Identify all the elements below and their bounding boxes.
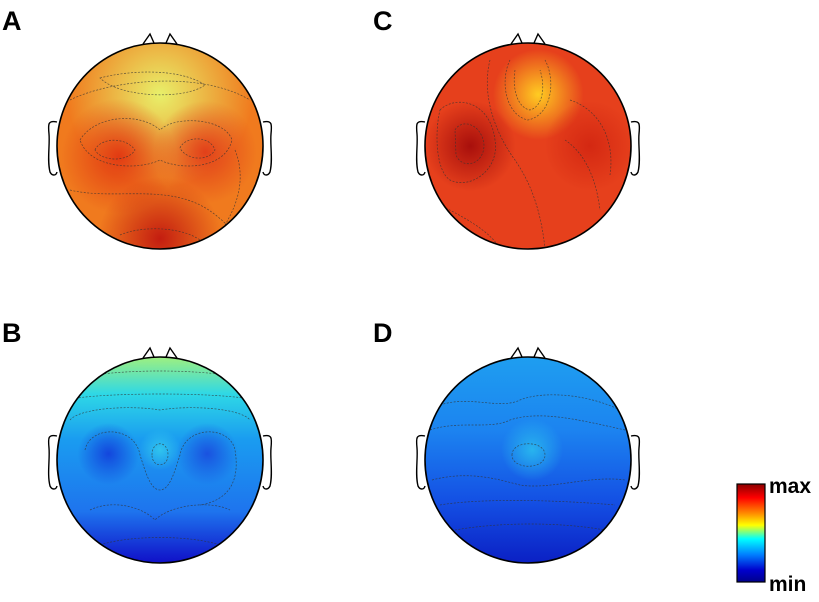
ear-left-icon (415, 434, 426, 490)
colorbar (736, 483, 766, 583)
panel-label-b: B (2, 318, 22, 348)
ear-right-icon (262, 434, 273, 490)
nose-icon (142, 346, 178, 359)
nose-icon (142, 32, 178, 45)
ear-left-icon (47, 434, 58, 490)
ear-left-icon (47, 120, 58, 176)
topomap-d (415, 346, 641, 564)
ear-left-icon (415, 120, 426, 176)
ear-right-icon (630, 120, 641, 176)
panel-label-a: A (2, 6, 22, 36)
nose-icon (510, 32, 546, 45)
ear-right-icon (262, 120, 273, 176)
colorbar-max-label: max (769, 475, 812, 498)
topomap-b (47, 346, 273, 564)
nose-icon (510, 346, 546, 359)
topomap-a (47, 32, 273, 250)
topomap-c (415, 32, 641, 250)
ear-right-icon (630, 434, 641, 490)
panel-label-c: C (373, 6, 393, 36)
panel-label-d: D (373, 318, 393, 348)
colorbar-min-label: min (769, 573, 807, 596)
